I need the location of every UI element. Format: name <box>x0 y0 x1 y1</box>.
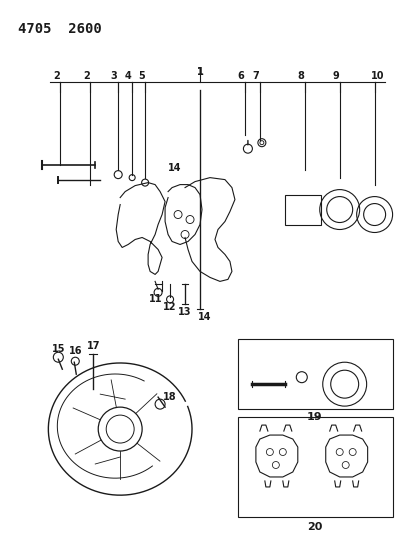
Text: 20: 20 <box>307 522 322 532</box>
Text: 2: 2 <box>53 71 60 81</box>
Text: 16: 16 <box>69 346 82 356</box>
Text: 3: 3 <box>111 71 118 81</box>
Text: 14: 14 <box>169 163 182 173</box>
Text: 4705  2600: 4705 2600 <box>18 22 102 36</box>
Text: 18: 18 <box>163 392 177 402</box>
Text: 1: 1 <box>197 67 203 77</box>
Bar <box>285 195 321 224</box>
Text: 10: 10 <box>371 71 384 81</box>
Text: 5: 5 <box>138 71 144 81</box>
Text: 6: 6 <box>237 71 244 81</box>
Text: 14: 14 <box>198 312 212 322</box>
Text: 2: 2 <box>83 71 90 81</box>
Text: 11: 11 <box>149 294 163 304</box>
Text: 15: 15 <box>51 344 65 354</box>
Bar <box>238 340 392 409</box>
Text: 12: 12 <box>163 302 177 312</box>
Text: 17: 17 <box>86 341 100 351</box>
Text: 13: 13 <box>178 308 192 317</box>
Text: 7: 7 <box>253 71 259 81</box>
Text: 1: 1 <box>197 67 203 77</box>
Text: 19: 19 <box>307 412 323 422</box>
Text: 4: 4 <box>125 71 131 81</box>
Text: 8: 8 <box>297 71 304 81</box>
Text: 9: 9 <box>333 71 339 81</box>
Bar <box>238 417 392 517</box>
